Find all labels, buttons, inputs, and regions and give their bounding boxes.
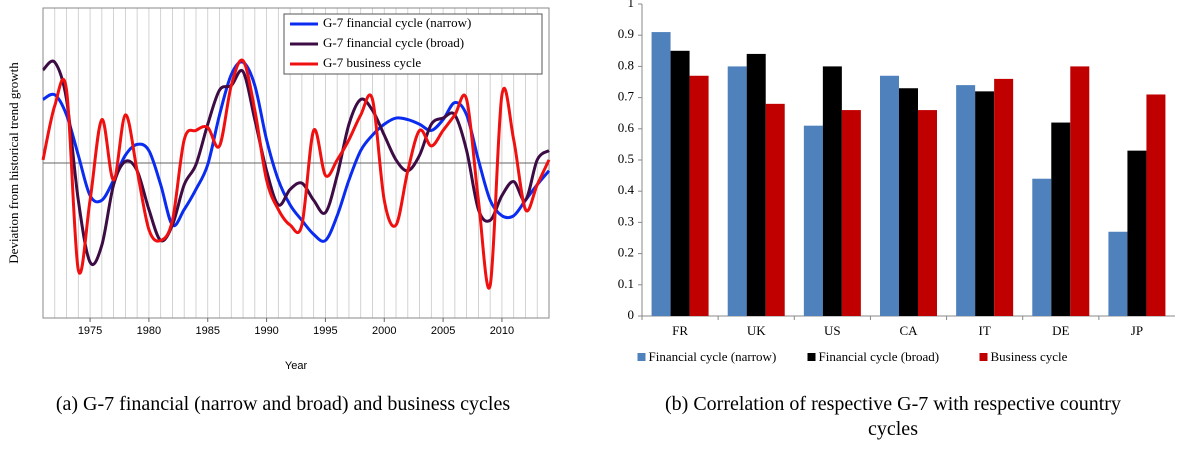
y-tick-label: 0 xyxy=(628,307,635,322)
series-line xyxy=(41,59,550,267)
y-tick-label: 0.6 xyxy=(618,120,635,135)
legend-swatch xyxy=(637,353,646,361)
legend-label: G-7 financial cycle (narrow) xyxy=(323,15,471,30)
legend-box xyxy=(283,13,543,75)
y-tick-label: 1 xyxy=(628,0,635,10)
bar xyxy=(975,91,995,316)
x-tick-label: CA xyxy=(899,323,918,338)
bar xyxy=(918,110,937,316)
x-tick-label: IT xyxy=(979,323,991,338)
bar xyxy=(822,66,842,317)
bar xyxy=(899,88,918,317)
y-tick-label: 0.5 xyxy=(618,151,634,166)
bar xyxy=(956,85,976,317)
x-tick-label: JP xyxy=(1131,323,1143,338)
x-tick-label: DE xyxy=(1052,323,1069,338)
bar xyxy=(727,66,747,317)
x-tick-label: 2010 xyxy=(490,325,514,337)
bar xyxy=(1108,231,1128,316)
series-line xyxy=(41,58,551,290)
caption: (b) Correlation of respective G-7 with r… xyxy=(665,393,1121,440)
bar xyxy=(1032,178,1052,316)
x-tick-label: 1980 xyxy=(137,325,161,337)
series-line xyxy=(42,60,551,243)
bar xyxy=(689,75,709,316)
x-tick-label: 1975 xyxy=(78,325,102,337)
bar xyxy=(765,103,785,316)
x-tick-label: 1985 xyxy=(196,325,220,337)
y-tick-label: 0.1 xyxy=(618,276,634,291)
x-tick-label: US xyxy=(824,323,841,338)
legend-swatch xyxy=(979,353,988,361)
bar xyxy=(1146,94,1166,316)
x-tick-label: UK xyxy=(747,323,766,338)
y-tick-label: 0.3 xyxy=(618,213,634,228)
y-axis-label: Deviation from historical trend growth xyxy=(6,62,21,264)
x-axis-label: Year xyxy=(285,360,308,372)
bar xyxy=(746,53,766,317)
caption: (a) G-7 financial (narrow and broad) and… xyxy=(55,393,511,415)
figure: 1975 1980 1985 1990 1995 2000 2005 2010 Year Devi… xyxy=(6,0,1175,372)
x-tick-label: 2000 xyxy=(372,325,396,337)
bar xyxy=(803,125,823,317)
bar xyxy=(670,50,690,317)
bar xyxy=(1127,150,1147,316)
bar xyxy=(1070,66,1090,317)
y-tick-label: 0.4 xyxy=(618,182,635,197)
x-tick-label: FR xyxy=(672,323,688,338)
legend-label: Financial cycle (narrow) xyxy=(649,349,777,364)
legend-swatch xyxy=(807,353,816,361)
bar xyxy=(880,75,899,316)
y-tick-label: 0.7 xyxy=(618,89,635,104)
x-tick-label: 1995 xyxy=(313,325,337,337)
bar xyxy=(1051,122,1071,316)
bar xyxy=(841,110,861,316)
legend-label: Business cycle xyxy=(991,349,1068,364)
bar xyxy=(651,32,671,317)
x-tick-label: 2005 xyxy=(431,325,455,337)
legend-label: G-7 business cycle xyxy=(323,55,421,70)
x-tick-label: 1990 xyxy=(254,325,278,337)
y-tick-label: 0.9 xyxy=(618,26,634,41)
bar xyxy=(994,78,1014,316)
y-tick-label: 0.2 xyxy=(618,245,634,260)
y-tick-label: 0.8 xyxy=(618,57,634,72)
legend-label: G-7 financial cycle (broad) xyxy=(323,35,464,50)
legend-label: Financial cycle (broad) xyxy=(819,349,940,364)
